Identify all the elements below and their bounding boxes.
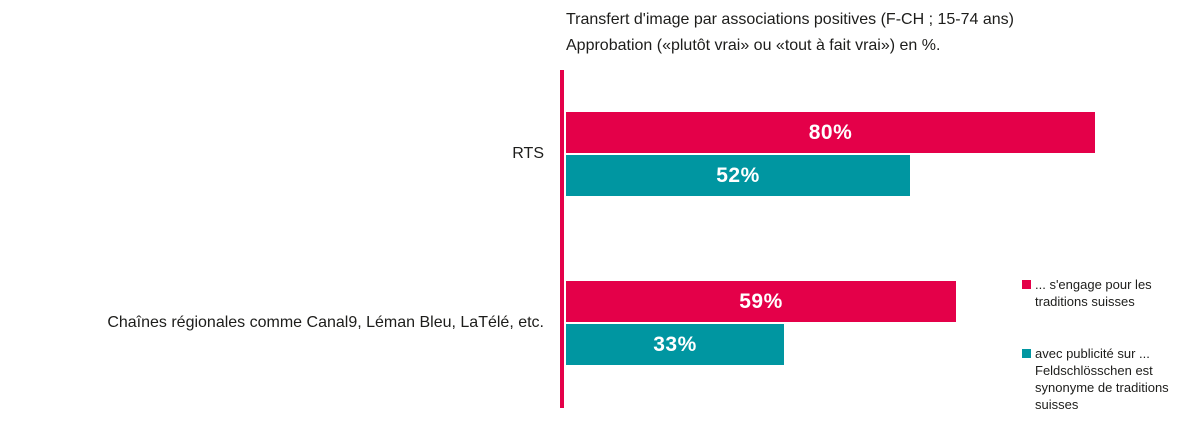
chart-title-line1: Transfert d'image par associations posit… — [566, 11, 1014, 28]
legend-swatch-engage-icon — [1022, 280, 1031, 289]
bar-rts-engage: 80% — [566, 112, 1095, 153]
chart-title-line2: Approbation («plutôt vrai» ou «tout à fa… — [566, 37, 941, 54]
bar-value-label-rts-publicite: 52% — [716, 163, 760, 187]
legend-item-engage: ... s'engage pour les traditions suisses — [1022, 276, 1185, 310]
bar-value-label-regional-publicite: 33% — [653, 332, 697, 356]
category-label-rts: RTS — [512, 145, 544, 162]
legend-label-engage: ... s'engage pour les traditions suisses — [1035, 277, 1152, 309]
category-label-regional: Chaînes régionales comme Canal9, Léman B… — [107, 314, 544, 331]
legend-label-publicite: avec publicité sur ... Feldschlösschen e… — [1035, 346, 1169, 412]
bar-value-label-regional-engage: 59% — [739, 289, 783, 313]
y-axis-line — [560, 70, 564, 408]
bar-regional-engage: 59% — [566, 281, 956, 322]
bar-regional-publicite: 33% — [566, 324, 784, 365]
bar-rts-publicite: 52% — [566, 155, 910, 196]
legend-swatch-publicite-icon — [1022, 349, 1031, 358]
legend-item-publicite: avec publicité sur ... Feldschlösschen e… — [1022, 345, 1185, 413]
bar-value-label-rts-engage: 80% — [808, 120, 853, 144]
chart-title: Transfert d'image par associations posit… — [566, 7, 1014, 59]
